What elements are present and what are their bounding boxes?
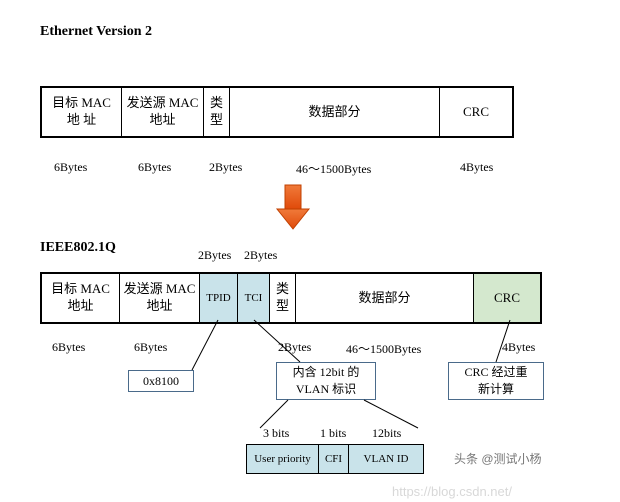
- dot1q-cell-data: 数据部分: [296, 274, 474, 322]
- note-tci: 内含 12bit 的 VLAN 标识: [276, 362, 376, 400]
- dot1q-frame: 目标 MAC 地址 发送源 MAC 地址 TPID TCI 类 型 数据部分 C…: [40, 272, 542, 324]
- tci-size-2: 12bits: [372, 426, 401, 441]
- dot1q-topsize-tpid: 2Bytes: [198, 248, 231, 263]
- dot1q-size-1: 6Bytes: [134, 340, 167, 355]
- dot1q-topsize-tci: 2Bytes: [244, 248, 277, 263]
- eth2-size-4: 4Bytes: [460, 160, 493, 175]
- tci-size-0: 3 bits: [263, 426, 289, 441]
- eth2-cell-dst-mac: 目标 MAC 地 址: [42, 88, 122, 136]
- dot1q-size-4: 46～1500Bytes: [346, 340, 421, 357]
- eth2-frame: 目标 MAC 地 址 发送源 MAC 地址 类 型 数据部分 CRC: [40, 86, 514, 138]
- note-crc: CRC 经过重 新计算: [448, 362, 544, 400]
- title-eth2: Ethernet Version 2: [40, 24, 152, 40]
- eth2-size-0: 6Bytes: [54, 160, 87, 175]
- dot1q-cell-type: 类 型: [270, 274, 296, 322]
- dot1q-size-3: 2Bytes: [278, 340, 311, 355]
- eth2-cell-type: 类 型: [204, 88, 230, 136]
- dot1q-cell-crc: CRC: [474, 274, 540, 322]
- tci-size-1: 1 bits: [320, 426, 346, 441]
- eth2-size-3: 46～1500Bytes: [296, 160, 371, 177]
- eth2-size-1: 6Bytes: [138, 160, 171, 175]
- dot1q-size-5: 4Bytes: [502, 340, 535, 355]
- note-tpid: 0x8100: [128, 370, 194, 392]
- tci-cell-priority: User priority: [247, 445, 319, 473]
- dot1q-cell-dst-mac: 目标 MAC 地址: [42, 274, 120, 322]
- eth2-cell-src-mac: 发送源 MAC 地址: [122, 88, 204, 136]
- eth2-cell-data: 数据部分: [230, 88, 440, 136]
- dot1q-size-0: 6Bytes: [52, 340, 85, 355]
- eth2-size-2: 2Bytes: [209, 160, 242, 175]
- tci-breakdown-frame: User priority CFI VLAN ID: [246, 444, 424, 474]
- tci-cell-cfi: CFI: [319, 445, 349, 473]
- watermark-csdn: https://blog.csdn.net/: [392, 484, 512, 499]
- dot1q-cell-tci: TCI: [238, 274, 270, 322]
- tci-cell-vlanid: VLAN ID: [349, 445, 423, 473]
- dot1q-cell-tpid: TPID: [200, 274, 238, 322]
- watermark-toutiao: 头条 @测试小杨: [454, 450, 542, 467]
- dot1q-cell-src-mac: 发送源 MAC 地址: [120, 274, 200, 322]
- title-dot1q: IEEE802.1Q: [40, 240, 116, 256]
- eth2-cell-crc: CRC: [440, 88, 512, 136]
- diagram-canvas: Ethernet Version 2 目标 MAC 地 址 发送源 MAC 地址…: [0, 0, 620, 502]
